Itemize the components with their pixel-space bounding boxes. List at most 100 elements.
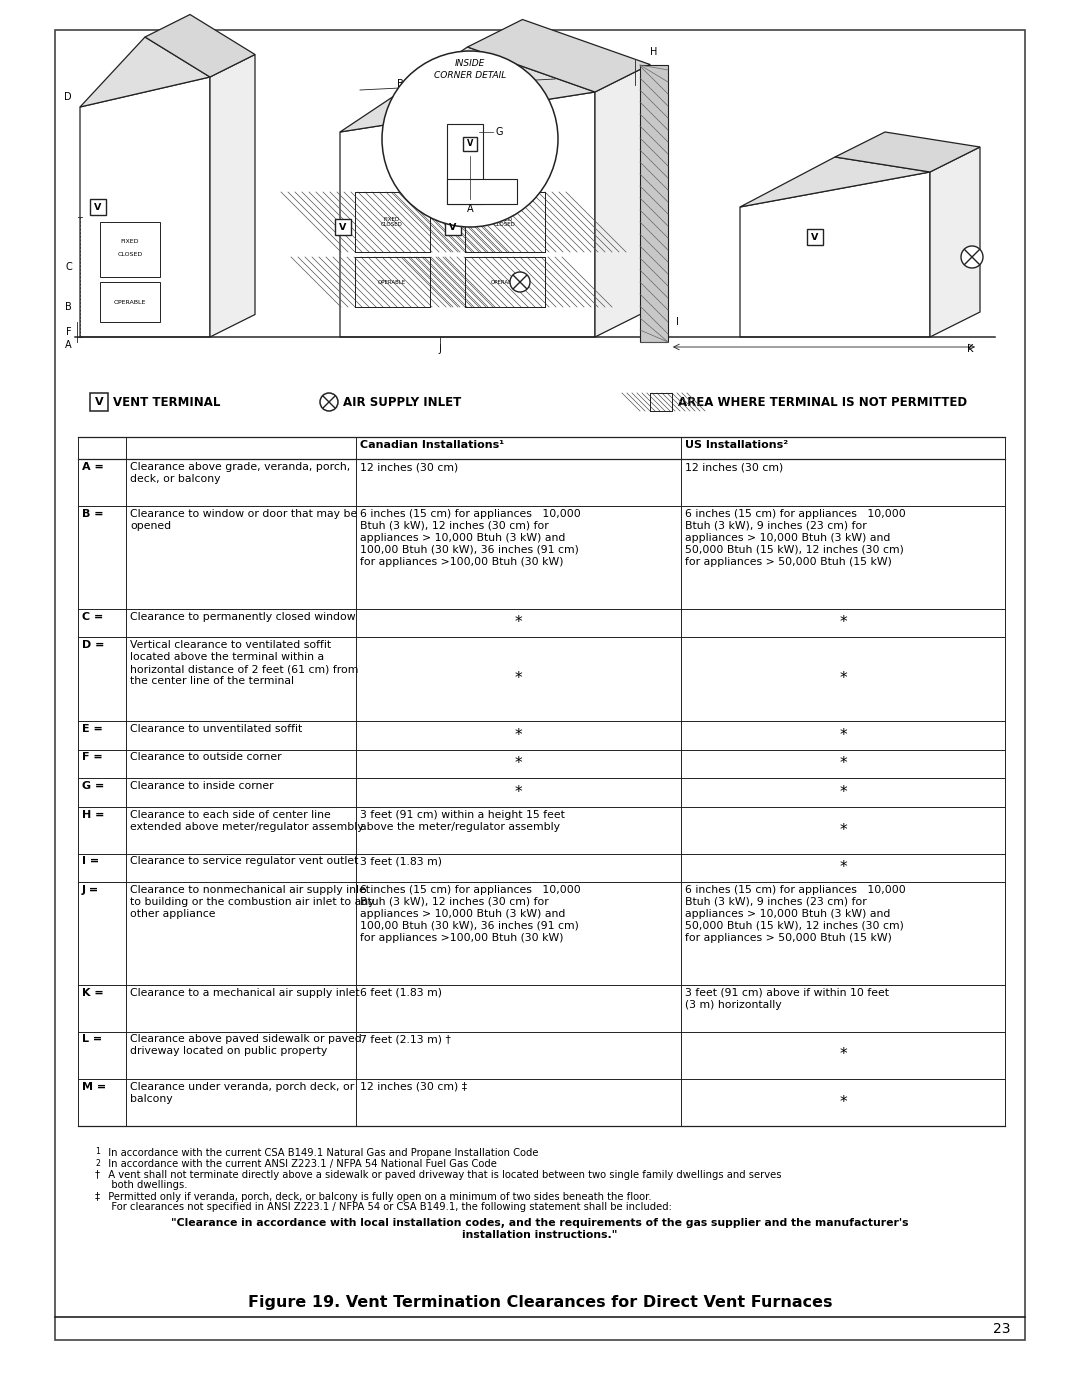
- Text: In accordance with the current ANSI Z223.1 / NFPA 54 National Fuel Gas Code: In accordance with the current ANSI Z223…: [102, 1158, 497, 1168]
- Bar: [650, 393, 672, 411]
- Text: V: V: [811, 232, 819, 242]
- Text: J =: J =: [82, 886, 99, 895]
- Text: 1: 1: [95, 1147, 100, 1157]
- Bar: [90, 393, 108, 411]
- Bar: [447, 179, 517, 204]
- Bar: [90, 198, 106, 215]
- Bar: [100, 222, 160, 277]
- Text: 3 feet (91 cm) within a height 15 feet
above the meter/regulator assembly: 3 feet (91 cm) within a height 15 feet a…: [360, 809, 565, 831]
- Text: 6 inches (15 cm) for appliances   10,000
Btuh (3 kW), 9 inches (23 cm) for
appli: 6 inches (15 cm) for appliances 10,000 B…: [685, 886, 906, 943]
- Text: K: K: [967, 344, 973, 353]
- Text: In accordance with the current CSA B149.1 Natural Gas and Propane Installation C: In accordance with the current CSA B149.…: [102, 1147, 539, 1158]
- Text: "Clearance in accordance with local installation codes, and the requirements of : "Clearance in accordance with local inst…: [172, 1218, 908, 1241]
- Text: C =: C =: [82, 612, 104, 622]
- Bar: [55, 29, 1025, 1340]
- Polygon shape: [145, 14, 255, 77]
- Bar: [465, 191, 545, 251]
- Text: Clearance to nonmechanical air supply inlet
to building or the combustion air in: Clearance to nonmechanical air supply in…: [130, 886, 375, 919]
- Text: V: V: [449, 222, 457, 232]
- Text: 2: 2: [95, 1158, 100, 1168]
- Text: H: H: [650, 47, 658, 57]
- Text: F =: F =: [82, 753, 103, 763]
- Text: E =: E =: [82, 724, 103, 733]
- Text: Clearance to permanently closed window: Clearance to permanently closed window: [130, 612, 355, 622]
- Text: I =: I =: [82, 856, 99, 866]
- Text: C: C: [65, 263, 72, 272]
- Text: OPERABLE: OPERABLE: [491, 279, 519, 285]
- Text: *: *: [839, 1094, 847, 1109]
- Bar: [465, 257, 545, 307]
- Text: V: V: [95, 397, 104, 407]
- Text: A: A: [66, 339, 72, 351]
- Text: For clearances not specified in ANSI Z223.1 / NFPA 54 or CSA B149.1, the followi: For clearances not specified in ANSI Z22…: [102, 1203, 672, 1213]
- Text: *: *: [839, 672, 847, 686]
- Text: G: G: [495, 127, 502, 137]
- Text: 6 inches (15 cm) for appliances   10,000
Btuh (3 kW), 9 inches (23 cm) for
appli: 6 inches (15 cm) for appliances 10,000 B…: [685, 509, 906, 567]
- Polygon shape: [740, 156, 930, 207]
- Text: *: *: [839, 615, 847, 630]
- Text: OPERABLE: OPERABLE: [378, 279, 406, 285]
- Text: *: *: [839, 1048, 847, 1063]
- Text: Clearance to a mechanical air supply inlet: Clearance to a mechanical air supply inl…: [130, 988, 360, 997]
- Text: A =: A =: [82, 462, 104, 472]
- Circle shape: [382, 52, 558, 226]
- Text: Clearance above paved sidewalk or paved
driveway located on public property: Clearance above paved sidewalk or paved …: [130, 1035, 362, 1056]
- Polygon shape: [595, 64, 650, 337]
- Text: 6 feet (1.83 m): 6 feet (1.83 m): [360, 988, 442, 997]
- Text: *: *: [839, 861, 847, 876]
- Polygon shape: [468, 20, 650, 92]
- Text: Canadian Installations¹: Canadian Installations¹: [360, 440, 504, 450]
- Bar: [355, 191, 430, 251]
- Text: G =: G =: [82, 781, 105, 791]
- Text: B =: B =: [82, 509, 104, 520]
- Text: D =: D =: [82, 640, 105, 650]
- Text: Clearance to unventilated soffit: Clearance to unventilated soffit: [130, 724, 302, 733]
- Text: Clearance to outside corner: Clearance to outside corner: [130, 753, 282, 763]
- Text: Clearance to service regulator vent outlet: Clearance to service regulator vent outl…: [130, 856, 359, 866]
- Text: H =: H =: [82, 809, 105, 820]
- Bar: [465, 191, 545, 251]
- Bar: [335, 219, 351, 235]
- Bar: [100, 282, 160, 321]
- Text: 7 feet (2.13 m) †: 7 feet (2.13 m) †: [360, 1035, 450, 1045]
- Bar: [447, 124, 483, 204]
- Polygon shape: [80, 77, 210, 337]
- Text: INSIDE: INSIDE: [455, 59, 485, 67]
- Bar: [355, 257, 430, 307]
- Text: *: *: [515, 756, 523, 771]
- Text: Clearance above grade, veranda, porch,
deck, or balcony: Clearance above grade, veranda, porch, d…: [130, 462, 350, 483]
- Bar: [355, 191, 430, 251]
- Text: B: B: [396, 80, 403, 89]
- Text: *: *: [839, 728, 847, 743]
- Text: *: *: [515, 728, 523, 743]
- Text: V: V: [94, 203, 102, 211]
- Text: K =: K =: [82, 988, 104, 997]
- Text: Clearance to inside corner: Clearance to inside corner: [130, 781, 273, 791]
- Text: CORNER DETAIL: CORNER DETAIL: [434, 70, 507, 80]
- Text: M =: M =: [82, 1081, 106, 1091]
- Text: US Installations²: US Installations²: [685, 440, 788, 450]
- Text: J: J: [438, 344, 442, 353]
- Text: ‡: ‡: [95, 1192, 100, 1201]
- Polygon shape: [80, 36, 210, 108]
- Text: AIR SUPPLY INLET: AIR SUPPLY INLET: [343, 395, 461, 408]
- Text: 12 inches (30 cm) ‡: 12 inches (30 cm) ‡: [360, 1081, 468, 1091]
- Text: VENT TERMINAL: VENT TERMINAL: [113, 395, 220, 408]
- Text: both dwellings.: both dwellings.: [102, 1180, 188, 1190]
- Bar: [445, 219, 461, 235]
- Text: L =: L =: [82, 1035, 103, 1045]
- Text: FIXED: FIXED: [121, 239, 139, 243]
- Text: *: *: [515, 615, 523, 630]
- Text: 3 feet (91 cm) above if within 10 feet
(3 m) horizontally: 3 feet (91 cm) above if within 10 feet (…: [685, 988, 889, 1010]
- Text: *: *: [839, 756, 847, 771]
- Bar: [640, 66, 669, 342]
- Text: †: †: [95, 1169, 100, 1179]
- Text: V: V: [339, 222, 347, 232]
- Polygon shape: [210, 54, 255, 337]
- Text: OPERABLE: OPERABLE: [113, 299, 146, 305]
- Text: V: V: [467, 140, 473, 148]
- Bar: [463, 137, 477, 151]
- Text: Permitted only if veranda, porch, deck, or balcony is fully open on a minimum of: Permitted only if veranda, porch, deck, …: [102, 1192, 651, 1201]
- Polygon shape: [930, 147, 980, 337]
- Text: Clearance to each side of center line
extended above meter/regulator assembly: Clearance to each side of center line ex…: [130, 809, 364, 831]
